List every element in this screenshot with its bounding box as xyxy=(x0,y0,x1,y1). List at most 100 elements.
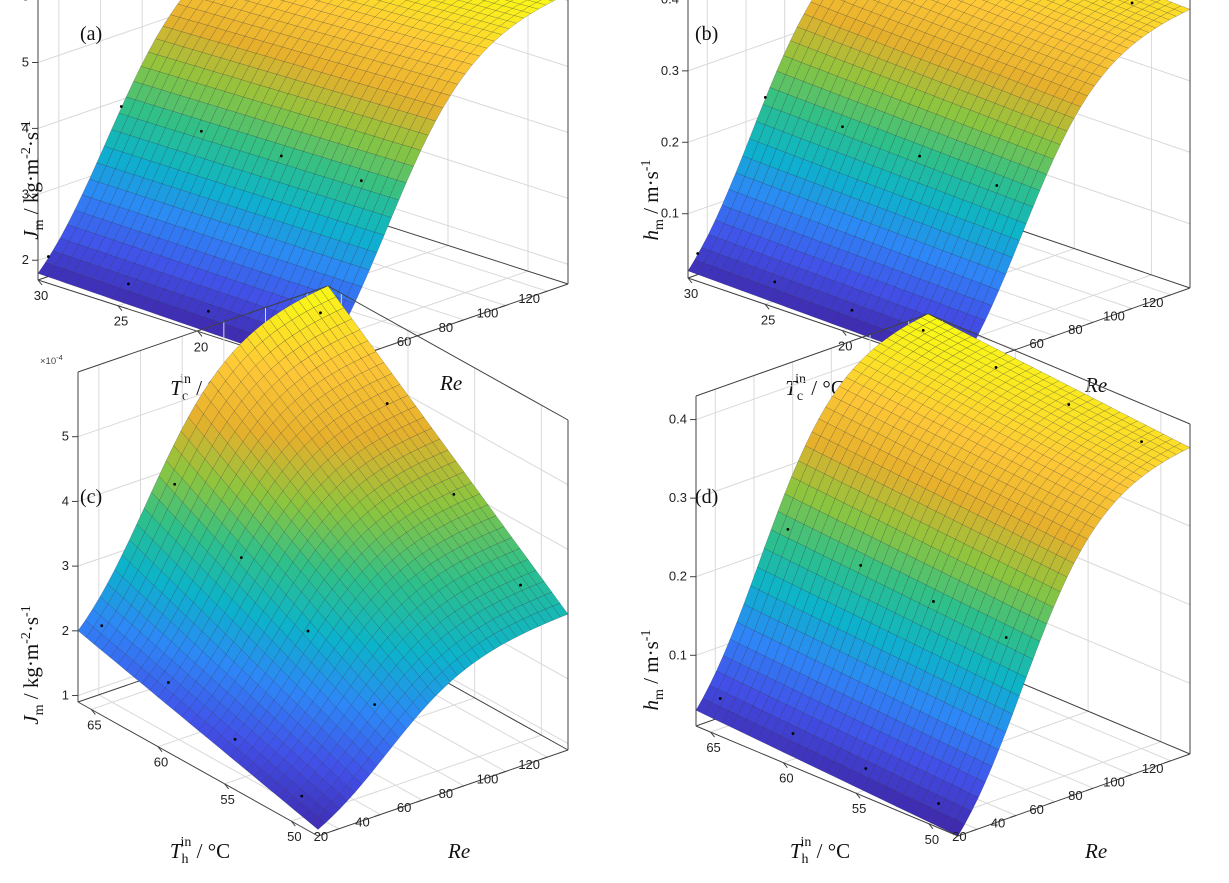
z-tick-label: 0.4 xyxy=(669,412,687,427)
axis-box-edge xyxy=(927,313,1191,425)
z-label-unit-sup: -2 xyxy=(19,632,34,644)
surface-patch xyxy=(1155,0,1173,6)
surface-patch xyxy=(1067,0,1084,5)
t-tick-label: 55 xyxy=(852,801,866,816)
z-label-unit: / kg·m xyxy=(19,644,43,705)
data-marker xyxy=(841,125,844,129)
z-label-subscript: m xyxy=(32,219,47,230)
re-tick xyxy=(971,828,978,832)
re-tick-label: 100 xyxy=(477,772,499,787)
surface-patch xyxy=(981,0,989,2)
re-tick xyxy=(416,799,423,803)
surface-patch xyxy=(1051,0,1069,6)
t-tick-label: 50 xyxy=(287,829,301,844)
surface-patch xyxy=(496,526,513,541)
front-axes: 20 40 60 80 100 120 65 60 55 50 0.1 0.2 0.3 0.4 xyxy=(669,396,1191,847)
z-tick-label: 2 xyxy=(22,252,29,267)
data-marker xyxy=(233,737,237,741)
re-tick xyxy=(457,319,464,323)
data-marker xyxy=(306,629,310,633)
data-marker xyxy=(373,703,377,706)
data-marker xyxy=(850,308,854,312)
z-label-unit-sup: -2 xyxy=(19,147,34,159)
data-marker xyxy=(279,154,283,158)
z-tick-label: 0.1 xyxy=(669,647,687,662)
data-marker xyxy=(921,328,925,332)
surface-patch xyxy=(493,0,512,6)
z-tick-label: 0.3 xyxy=(669,490,687,505)
t-label-symbol: T xyxy=(170,376,183,400)
data-marker xyxy=(864,767,868,770)
data-marker xyxy=(119,105,123,108)
t-label-superscript: in xyxy=(795,372,806,387)
z-tick-label: 3 xyxy=(62,558,69,573)
panel-d: 20 40 60 80 100 120 65 60 55 50 0.1 0.2 0.3 0.4 (d) hm … xyxy=(639,313,1191,867)
re-axis-label: Re xyxy=(1084,373,1107,397)
surface-patch xyxy=(1025,367,1043,376)
panel-label: (c) xyxy=(80,486,102,508)
re-tick-label: 40 xyxy=(355,815,369,830)
surface-patch xyxy=(337,0,355,10)
t-label-unit: / °C xyxy=(811,839,850,863)
surface-patch xyxy=(1165,438,1182,447)
surface-patch xyxy=(457,0,473,3)
z-label-subscript: m xyxy=(652,689,667,700)
surface-patch xyxy=(195,0,214,13)
t-tick xyxy=(710,731,715,738)
re-axis-line xyxy=(957,753,1191,837)
panel-label: (a) xyxy=(80,23,102,45)
surface-patch xyxy=(840,0,846,2)
data-marker xyxy=(239,556,243,560)
surface-patch xyxy=(292,0,309,7)
re-tick xyxy=(541,756,548,760)
surface-patch xyxy=(318,0,333,4)
re-tick xyxy=(1164,760,1171,764)
surface-patch xyxy=(283,0,297,4)
surface-patch xyxy=(301,0,320,9)
surface-patch xyxy=(1101,0,1114,3)
t-tick-label: 50 xyxy=(925,832,939,847)
z-tick-label: 1 xyxy=(62,688,69,703)
surface-patch xyxy=(844,0,858,6)
t-tick-label: 60 xyxy=(779,771,793,786)
data-marker xyxy=(994,366,998,369)
t-label-superscript: in xyxy=(180,372,191,387)
surface-patch xyxy=(548,0,557,2)
re-tick xyxy=(1125,308,1133,311)
re-axis-label: Re xyxy=(1084,839,1107,863)
surface-patch xyxy=(488,515,505,531)
re-tick-label: 120 xyxy=(1142,761,1164,776)
panel-label: (d) xyxy=(695,486,718,508)
surface-patch xyxy=(416,416,433,432)
re-tick-label: 120 xyxy=(518,291,540,306)
surface-patch xyxy=(1164,2,1182,10)
z-tick-label: 0.3 xyxy=(661,63,679,78)
z-label-subscript: m xyxy=(652,219,667,230)
surface-patch xyxy=(344,318,361,334)
re-tick xyxy=(499,771,506,774)
z-label-unit: / m·s xyxy=(639,641,663,689)
t-tick-label: 30 xyxy=(34,288,48,303)
data-marker xyxy=(167,681,170,684)
surface-patch xyxy=(1034,371,1051,381)
z-tick-label: 6 xyxy=(22,0,29,4)
surface-patch xyxy=(467,0,486,6)
t-tick-label: 65 xyxy=(706,740,720,755)
surface-patch xyxy=(552,602,569,618)
z-label-unit-sup: -1 xyxy=(639,630,654,642)
surface-patch xyxy=(320,285,337,301)
data-marker xyxy=(173,482,177,486)
surface-patch xyxy=(1118,0,1130,3)
z-tick-label: 0.4 xyxy=(661,0,679,6)
surface-patch xyxy=(405,0,420,3)
re-tick-label: 60 xyxy=(1029,802,1043,817)
re-tick xyxy=(541,290,548,294)
data-marker xyxy=(1004,636,1008,639)
surface-patch xyxy=(204,0,216,3)
surface-patch xyxy=(464,482,481,498)
data-marker xyxy=(786,528,790,531)
surface-patch xyxy=(1016,362,1034,372)
data-marker xyxy=(207,309,210,313)
surface-patch xyxy=(526,0,542,3)
surface-patch xyxy=(1156,433,1174,443)
